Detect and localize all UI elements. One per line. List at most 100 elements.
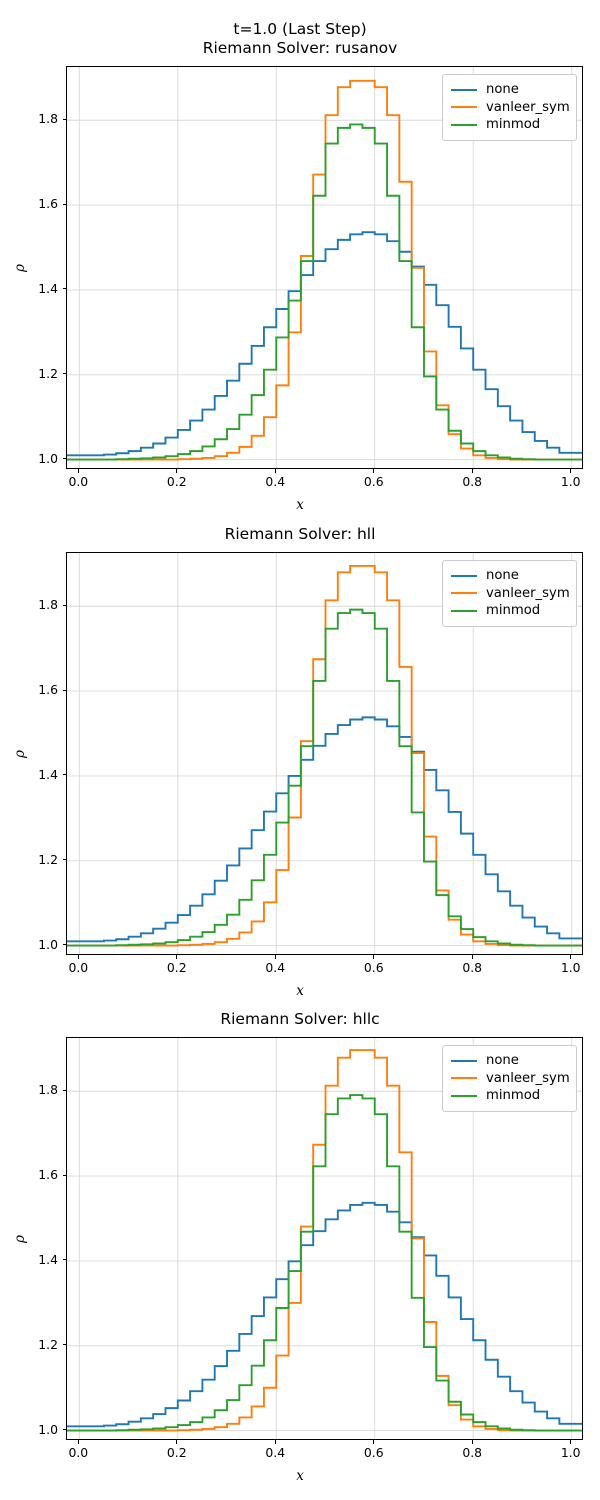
y-tick-label: 1.4 bbox=[38, 280, 58, 296]
series-line-vanleer_sym bbox=[67, 564, 582, 947]
series-line-minmod bbox=[67, 608, 582, 947]
y-tick-mark bbox=[62, 288, 66, 290]
y-tick-mark bbox=[62, 1344, 66, 1346]
x-tick-mark bbox=[176, 1440, 178, 1444]
legend-line-icon bbox=[451, 609, 477, 612]
y-tick-label: 1.6 bbox=[38, 681, 58, 697]
legend-label: minmod bbox=[486, 117, 541, 133]
legend-label: none bbox=[486, 1053, 519, 1069]
x-tick-mark bbox=[274, 469, 276, 473]
y-tick-label: 1.0 bbox=[38, 450, 58, 466]
legend-label: none bbox=[486, 568, 519, 584]
x-tick-label: 0.8 bbox=[462, 474, 483, 489]
series-line-minmod bbox=[67, 1094, 582, 1432]
y-tick-mark bbox=[62, 859, 66, 861]
legend-item[interactable]: minmod bbox=[451, 1087, 567, 1105]
x-axis-label: x bbox=[296, 1468, 304, 1484]
x-tick-mark bbox=[373, 955, 375, 959]
x-tick-mark bbox=[77, 469, 79, 473]
legend-item[interactable]: none bbox=[451, 81, 567, 99]
legend-line-icon bbox=[451, 574, 477, 577]
x-tick-label: 0.6 bbox=[363, 960, 384, 975]
x-tick-label: 0.2 bbox=[166, 1445, 187, 1460]
series-line-vanleer_sym bbox=[67, 79, 582, 461]
y-tick-label: 1.0 bbox=[38, 936, 58, 952]
x-tick-label: 0.0 bbox=[68, 1445, 89, 1460]
y-tick-label: 1.6 bbox=[38, 1166, 58, 1182]
series-line-none bbox=[67, 1201, 582, 1428]
y-tick-mark bbox=[62, 373, 66, 375]
y-tick-label: 1.2 bbox=[38, 1336, 58, 1352]
y-tick-mark bbox=[62, 689, 66, 691]
y-tick-mark bbox=[62, 1089, 66, 1091]
x-tick-label: 0.6 bbox=[363, 474, 384, 489]
subplot-title: Riemann Solver: hllc bbox=[220, 1010, 380, 1028]
y-tick-mark bbox=[62, 1259, 66, 1261]
y-tick-label: 1.0 bbox=[38, 1421, 58, 1437]
x-tick-mark bbox=[274, 1440, 276, 1444]
x-tick-label: 0.4 bbox=[265, 960, 286, 975]
y-tick-mark bbox=[62, 774, 66, 776]
y-tick-mark bbox=[62, 458, 66, 460]
x-tick-label: 1.0 bbox=[560, 960, 581, 975]
y-tick-mark bbox=[62, 944, 66, 946]
legend-item[interactable]: none bbox=[451, 567, 567, 585]
legend-item[interactable]: minmod bbox=[451, 602, 567, 620]
legend-label: minmod bbox=[486, 1088, 541, 1104]
legend-label: vanleer_sym bbox=[486, 585, 570, 601]
legend-item[interactable]: none bbox=[451, 1052, 567, 1070]
x-tick-mark bbox=[373, 469, 375, 473]
x-tick-label: 1.0 bbox=[560, 1445, 581, 1460]
subplot-title: Riemann Solver: rusanov bbox=[202, 39, 398, 57]
legend-line-icon bbox=[451, 592, 477, 595]
x-tick-mark bbox=[471, 1440, 473, 1444]
chart-legend[interactable]: none vanleer_sym minmod bbox=[442, 560, 577, 627]
y-tick-mark bbox=[62, 203, 66, 205]
legend-label: vanleer_sym bbox=[486, 1070, 570, 1086]
x-tick-label: 0.8 bbox=[462, 960, 483, 975]
series-line-minmod bbox=[67, 123, 582, 461]
series-line-none bbox=[67, 231, 582, 457]
x-tick-mark bbox=[471, 469, 473, 473]
y-tick-label: 1.8 bbox=[38, 111, 58, 127]
y-tick-label: 1.8 bbox=[38, 597, 58, 613]
x-tick-label: 0.2 bbox=[166, 474, 187, 489]
x-tick-mark bbox=[570, 1440, 572, 1444]
legend-line-icon bbox=[451, 1077, 477, 1080]
legend-label: vanleer_sym bbox=[486, 99, 570, 115]
x-tick-label: 0.0 bbox=[68, 474, 89, 489]
x-tick-mark bbox=[471, 955, 473, 959]
figure-suptitle: t=1.0 (Last Step) bbox=[233, 20, 367, 38]
y-tick-label: 1.8 bbox=[38, 1082, 58, 1098]
x-axis-label: x bbox=[296, 983, 304, 999]
subplot-title: Riemann Solver: hll bbox=[224, 525, 376, 543]
legend-item[interactable]: vanleer_sym bbox=[451, 1070, 570, 1088]
y-axis-label: ρ bbox=[12, 1234, 28, 1243]
y-tick-label: 1.4 bbox=[38, 766, 58, 782]
legend-item[interactable]: vanleer_sym bbox=[451, 99, 570, 117]
legend-line-icon bbox=[451, 88, 477, 91]
y-axis-label: ρ bbox=[12, 263, 28, 272]
x-tick-mark bbox=[176, 469, 178, 473]
y-tick-label: 1.4 bbox=[38, 1251, 58, 1267]
series-line-vanleer_sym bbox=[67, 1049, 582, 1432]
x-tick-label: 0.8 bbox=[462, 1445, 483, 1460]
y-axis-label: ρ bbox=[12, 749, 28, 758]
x-tick-label: 0.0 bbox=[68, 960, 89, 975]
legend-label: none bbox=[486, 82, 519, 98]
x-tick-label: 0.6 bbox=[363, 1445, 384, 1460]
y-tick-mark bbox=[62, 1174, 66, 1176]
y-tick-label: 1.2 bbox=[38, 851, 58, 867]
y-tick-mark bbox=[62, 1429, 66, 1431]
x-tick-label: 1.0 bbox=[560, 474, 581, 489]
legend-line-icon bbox=[451, 106, 477, 109]
series-line-none bbox=[67, 716, 582, 943]
x-axis-label: x bbox=[296, 497, 304, 513]
y-tick-label: 1.2 bbox=[38, 365, 58, 381]
x-tick-label: 0.2 bbox=[166, 960, 187, 975]
plot-axes bbox=[66, 1037, 583, 1440]
legend-item[interactable]: minmod bbox=[451, 116, 567, 134]
legend-item[interactable]: vanleer_sym bbox=[451, 585, 570, 603]
